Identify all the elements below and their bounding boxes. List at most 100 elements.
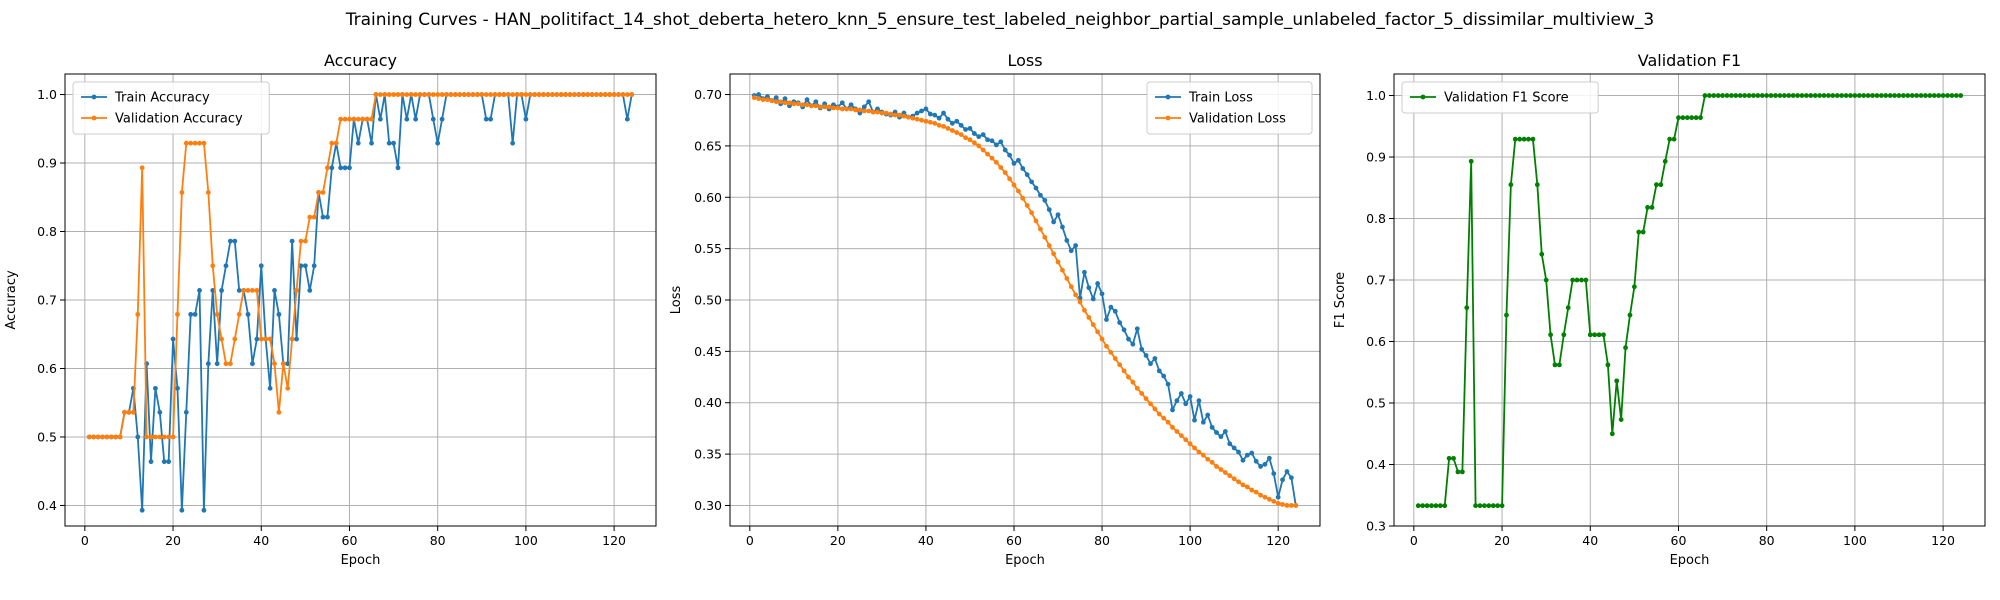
data-point [963,127,968,132]
data-point [272,361,277,367]
data-point [192,311,198,317]
plot-title: Loss [1007,51,1042,70]
data-point [932,112,938,118]
data-point [1086,285,1092,291]
data-point [576,92,582,97]
data-point [791,101,797,107]
data-point [1680,115,1686,121]
data-point [126,409,132,415]
data-point [1486,503,1492,509]
data-point [1178,391,1184,396]
x-tick-label: 60 [342,533,358,548]
data-point [175,385,180,391]
data-point [351,116,357,122]
data-point [1090,296,1096,302]
data-point [263,336,269,342]
data-point [311,214,317,220]
data-point [1280,477,1285,483]
data-point [1720,93,1725,98]
data-point [993,142,999,148]
data-point [629,92,635,97]
data-point [197,288,202,293]
data-point [1883,93,1889,98]
data-point [1042,234,1048,240]
data-point [756,96,762,102]
data-point [1161,373,1167,379]
data-point [1161,415,1167,421]
data-point [1451,455,1456,461]
data-point [227,238,233,244]
data-point [1856,93,1862,98]
data-point [572,92,577,97]
data-point [607,92,613,97]
data-point [135,434,141,440]
data-point [1596,332,1602,338]
data-point [563,92,568,97]
x-tick-label: 60 [1671,533,1687,548]
data-point [1618,417,1624,423]
x-tick-label: 0 [1410,533,1418,548]
data-point [1605,362,1611,368]
data-point [1183,437,1189,443]
data-point [826,104,832,110]
data-point [765,97,770,103]
data-point [932,120,938,126]
data-point [1909,93,1915,98]
data-point [192,140,198,146]
legend: Train Accuracy Validation Accuracy [72,81,270,135]
data-point [1139,346,1145,352]
data-point [1060,224,1065,230]
data-point [302,263,308,269]
data-point [1764,93,1770,98]
data-point [1038,192,1043,198]
y-tick-label: 0.4 [37,498,57,513]
data-point [1821,93,1827,98]
legend-box [1401,81,1599,114]
data-point [1244,452,1250,458]
data-point [897,112,902,118]
data-point [373,92,379,97]
data-point [905,114,911,120]
data-point [1587,332,1593,338]
data-point [395,92,401,97]
x-tick-label: 120 [1931,533,1955,548]
data-point [813,99,819,105]
legend: Validation F1 Score [1401,81,1599,114]
data-point [130,409,136,415]
data-point [214,361,220,367]
data-point [144,434,149,440]
plot-title: Validation F1 [1638,51,1741,70]
data-point [993,159,999,165]
data-point [267,336,273,342]
data-point [329,140,335,146]
data-point [400,92,405,97]
data-point [1068,284,1074,290]
data-point [1266,496,1272,502]
y-axis-label: F1 Score [1333,272,1348,328]
data-point [175,311,180,317]
data-point [298,238,304,244]
data-point [585,92,591,97]
data-point [545,92,551,97]
x-tick-label: 20 [830,533,846,548]
data-point [1029,210,1034,216]
data-point [778,99,784,105]
y-tick-label: 1.0 [37,87,57,102]
data-point [430,116,436,122]
data-point [580,92,586,97]
data-point [901,113,907,119]
data-point [1108,304,1114,310]
data-point [914,116,920,122]
data-point [1579,277,1584,283]
data-point [848,102,854,108]
data-point [1271,471,1277,477]
data-point [1512,136,1518,142]
data-point [1556,362,1562,368]
data-point [1258,492,1263,498]
data-point [439,92,445,97]
data-point [1565,305,1571,311]
data-point [413,116,419,122]
data-point [1126,336,1131,342]
data-point [1011,182,1017,188]
data-point [923,106,929,112]
